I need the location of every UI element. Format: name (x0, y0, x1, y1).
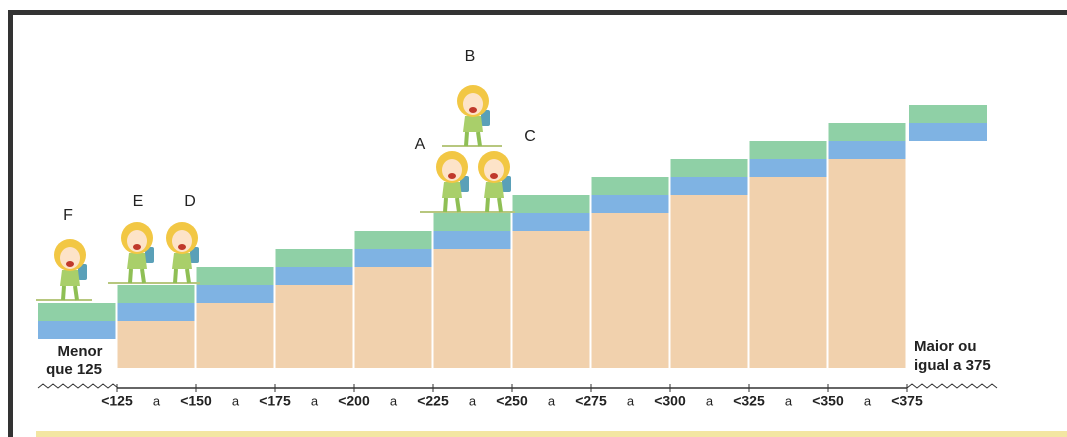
figure-body (442, 182, 462, 198)
connector-label: a (548, 393, 556, 408)
step-green (591, 177, 669, 195)
figure-mouth (66, 261, 74, 267)
connector-label: a (785, 393, 793, 408)
connector-label: a (390, 393, 398, 408)
connector-label: a (627, 393, 635, 408)
step-blue (512, 213, 590, 231)
step-green (196, 267, 274, 285)
step-blue (749, 159, 827, 177)
step-green (670, 159, 748, 177)
step-base (828, 159, 906, 368)
figure-body (463, 116, 483, 132)
step-blue (38, 321, 117, 339)
tick-label: <350 (812, 393, 844, 409)
step-green (433, 213, 511, 231)
step-blue (196, 285, 274, 303)
character-label: D (184, 193, 196, 210)
tick-label: <200 (338, 393, 370, 409)
figure-mouth (178, 244, 186, 250)
connector-label: a (311, 393, 319, 408)
step-green (512, 195, 590, 213)
figure-body (484, 182, 504, 198)
step-base (591, 213, 669, 368)
step-blue (828, 141, 906, 159)
tick-label: <250 (496, 393, 528, 409)
lower-level-label: que 125 (46, 361, 102, 378)
step-green (117, 285, 195, 303)
figure-mouth (490, 173, 498, 179)
tick-label: <300 (654, 393, 686, 409)
step-base (433, 249, 511, 368)
figure-mouth (469, 107, 477, 113)
character-label: B (465, 48, 476, 65)
top-border (10, 10, 1067, 15)
step-green (749, 141, 827, 159)
step-blue (670, 177, 748, 195)
tick-label: <175 (259, 393, 291, 409)
step-green (354, 231, 432, 249)
connector-label: a (864, 393, 872, 408)
figure-body (60, 270, 80, 286)
step-green (38, 303, 117, 321)
step-base (749, 177, 827, 368)
step-green (828, 123, 906, 141)
step-green (275, 249, 353, 267)
character-label: F (63, 207, 73, 224)
connector-label: a (706, 393, 714, 408)
step-base (117, 321, 195, 368)
tick-label: <325 (733, 393, 765, 409)
step-blue (354, 249, 432, 267)
tick-label: <375 (891, 393, 923, 409)
tick-label: <225 (417, 393, 449, 409)
step-blue (433, 231, 511, 249)
tick-label: <150 (180, 393, 212, 409)
upper-level-label: Maior ou (914, 338, 977, 355)
step-base (670, 195, 748, 368)
character-label: C (524, 128, 536, 145)
figure-mouth (133, 244, 141, 250)
lower-level-label: Menor (58, 343, 103, 360)
step-base (275, 285, 353, 368)
tick-label: <125 (101, 393, 133, 409)
step-base (512, 231, 590, 368)
character-label: A (415, 136, 426, 153)
figure-body (127, 253, 147, 269)
diagram: F E D A B C Menorque 125 Maior ou igual a 375 <1… (0, 0, 1067, 437)
figure-body (172, 253, 192, 269)
connector-label: a (469, 393, 477, 408)
step-base (354, 267, 432, 368)
step-blue (591, 195, 669, 213)
connector-label: a (153, 393, 161, 408)
left-border (8, 10, 13, 437)
step-blue (909, 123, 987, 141)
step-base (196, 303, 274, 368)
connector-label: a (232, 393, 240, 408)
bottom-strip (36, 431, 1067, 437)
step-blue (117, 303, 195, 321)
tick-label: <275 (575, 393, 607, 409)
step-green (909, 105, 987, 123)
character-label: E (133, 193, 144, 210)
upper-level-label: igual a 375 (914, 357, 991, 374)
figure-mouth (448, 173, 456, 179)
step-blue (275, 267, 353, 285)
